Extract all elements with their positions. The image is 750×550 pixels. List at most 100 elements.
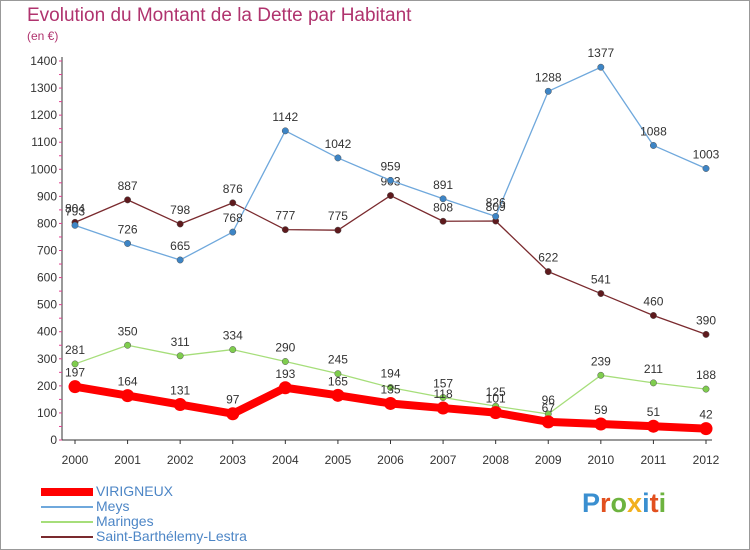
y-tick-label: 400 — [37, 325, 57, 339]
data-point-virigneux — [121, 389, 135, 403]
data-label-virigneux: 59 — [594, 403, 608, 417]
data-label-maringes: 334 — [223, 329, 243, 343]
legend-swatch — [41, 506, 93, 508]
data-point-virigneux — [489, 406, 503, 420]
data-point-maringes — [124, 341, 132, 349]
data-point-meys — [229, 228, 237, 236]
data-point-saint-barth-lemy-lestra — [439, 217, 447, 225]
y-tick-label: 500 — [37, 298, 57, 312]
data-point-meys — [124, 240, 132, 247]
data-point-virigneux — [68, 380, 82, 394]
data-point-meys — [334, 154, 342, 162]
y-tick-label: 800 — [37, 216, 57, 230]
data-label-meys: 1088 — [640, 124, 667, 138]
data-label-meys: 826 — [486, 195, 506, 209]
x-tick-label: 2002 — [167, 453, 194, 467]
data-point-maringes — [439, 394, 447, 401]
data-label-virigneux: 193 — [275, 367, 295, 381]
data-label-maringes: 188 — [696, 368, 716, 382]
data-point-maringes — [597, 371, 605, 379]
data-point-virigneux — [278, 381, 292, 395]
data-label-meys: 1142 — [272, 110, 298, 124]
data-label-maringes: 125 — [486, 385, 506, 399]
chart-title: Evolution du Montant de la Dette par Hab… — [27, 5, 412, 26]
data-label-virigneux: 51 — [647, 405, 661, 419]
data-point-meys — [544, 87, 552, 95]
data-label-maringes: 239 — [591, 354, 611, 368]
data-label-saint-barth-lemy-lestra: 777 — [275, 209, 295, 223]
data-point-saint-barth-lemy-lestra — [649, 312, 657, 319]
data-label-maringes: 350 — [118, 324, 138, 338]
y-tick-label: 1000 — [30, 162, 57, 176]
x-tick-label: 2001 — [114, 453, 141, 467]
y-tick-label: 300 — [37, 352, 57, 366]
x-tick-label: 2006 — [377, 453, 404, 467]
y-tick-label: 1100 — [31, 135, 57, 149]
data-point-meys — [597, 63, 605, 71]
data-label-virigneux: 131 — [170, 384, 190, 398]
data-label-meys: 665 — [170, 239, 190, 253]
y-tick-label: 700 — [37, 244, 57, 258]
data-label-maringes: 311 — [171, 335, 190, 349]
data-label-saint-barth-lemy-lestra: 808 — [433, 200, 453, 214]
data-label-virigneux: 97 — [226, 393, 240, 407]
data-label-maringes: 157 — [433, 376, 453, 390]
data-label-virigneux: 135 — [380, 382, 400, 396]
x-tick-label: 2007 — [430, 453, 457, 467]
data-point-saint-barth-lemy-lestra — [176, 220, 184, 228]
data-label-maringes: 290 — [275, 340, 295, 354]
data-label-saint-barth-lemy-lestra: 775 — [328, 209, 348, 223]
data-point-virigneux — [594, 417, 608, 431]
x-tick-label: 2011 — [641, 453, 667, 467]
data-label-saint-barth-lemy-lestra: 876 — [223, 182, 243, 196]
data-point-meys — [71, 221, 79, 229]
data-point-virigneux — [331, 388, 345, 402]
data-point-saint-barth-lemy-lestra — [387, 192, 394, 199]
data-label-meys: 726 — [118, 222, 138, 236]
legend-label: Maringes — [96, 513, 154, 529]
data-point-maringes — [229, 346, 237, 354]
data-point-virigneux — [646, 419, 660, 433]
data-point-saint-barth-lemy-lestra — [702, 330, 710, 338]
x-tick-label: 2004 — [272, 453, 299, 467]
data-label-maringes: 281 — [65, 343, 85, 357]
data-point-saint-barth-lemy-lestra — [334, 226, 342, 234]
data-point-maringes — [334, 370, 342, 378]
proxiti-logo: Proxiti — [582, 488, 667, 518]
data-label-saint-barth-lemy-lestra: 390 — [696, 313, 716, 327]
data-point-saint-barth-lemy-lestra — [229, 199, 237, 207]
legend-label: Meys — [96, 498, 130, 514]
data-label-maringes: 211 — [644, 362, 663, 376]
data-label-meys: 793 — [65, 204, 85, 218]
data-label-meys: 1377 — [587, 46, 614, 60]
data-label-meys: 1042 — [325, 137, 352, 151]
data-label-virigneux: 164 — [118, 375, 138, 389]
x-tick-label: 2010 — [587, 453, 614, 467]
data-point-meys — [439, 195, 447, 203]
data-point-meys — [492, 212, 500, 220]
data-point-virigneux — [173, 398, 187, 412]
y-tick-label: 1200 — [30, 108, 57, 122]
data-point-meys — [649, 142, 657, 149]
data-label-saint-barth-lemy-lestra: 887 — [118, 179, 138, 193]
data-point-virigneux — [384, 396, 397, 410]
data-point-virigneux — [699, 422, 713, 436]
data-point-meys — [387, 176, 394, 184]
x-tick-label: 2009 — [535, 453, 562, 467]
x-tick-label: 2012 — [693, 453, 720, 467]
x-tick-label: 2005 — [325, 453, 352, 467]
y-tick-label: 0 — [50, 433, 57, 447]
data-point-meys — [176, 256, 184, 264]
y-tick-label: 1400 — [30, 54, 57, 68]
legend-swatch — [41, 488, 93, 496]
data-label-meys: 1288 — [535, 70, 562, 84]
unit-label: (en €) — [27, 29, 59, 43]
y-tick-label: 900 — [37, 189, 57, 203]
x-tick-label: 2003 — [219, 453, 246, 467]
y-tick-label: 600 — [37, 271, 57, 285]
data-label-maringes: 194 — [380, 366, 400, 380]
legend-swatch — [41, 521, 93, 523]
data-label-meys: 959 — [380, 159, 400, 173]
